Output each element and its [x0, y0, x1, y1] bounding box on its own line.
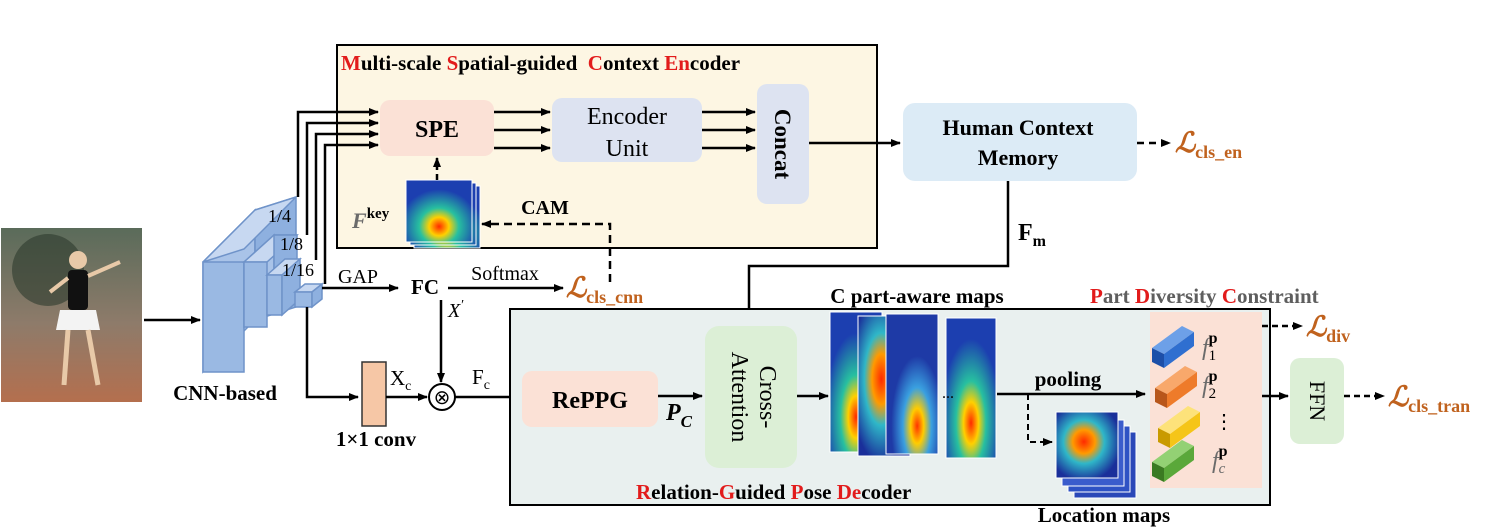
loss-div: ℒdiv [1306, 312, 1350, 346]
gap-label: GAP [338, 266, 378, 288]
loss-cls-cnn: ℒcls_cnn [566, 273, 643, 307]
vdots: ⋮ [1214, 411, 1234, 433]
encoder-unit-block [552, 98, 702, 162]
cross-attention-line2: Attention [726, 352, 752, 443]
part-cube-green [1152, 440, 1194, 482]
concat-label: Concat [770, 109, 795, 180]
diversity-title-part-2: D [1135, 284, 1150, 308]
otimes-symbol: ⊗ [434, 387, 451, 409]
part-cube-blue [1152, 326, 1194, 368]
memory-block [903, 103, 1137, 181]
spe-block [380, 100, 494, 156]
scale-1-4: 1/4 [268, 206, 291, 226]
input-person-image [1, 228, 142, 402]
parts-title: C part-aware maps [830, 284, 1003, 308]
fm-label: Fm [1018, 220, 1047, 250]
f1-label: fp 1 [1202, 330, 1218, 364]
encoder-unit-line1: Encoder [587, 104, 667, 130]
fc-part-label: fp c [1212, 443, 1228, 477]
decoder-title-part-6: De [837, 480, 862, 504]
decoder-title-part-0: R [636, 480, 652, 504]
f2-label: fp 2 [1202, 368, 1218, 402]
fkey-label: Fkey [351, 206, 390, 233]
conv-block [361, 361, 387, 427]
cross-attention-line1: Cross- [754, 366, 780, 429]
diversity-title-part-0: P [1090, 284, 1103, 308]
encoder-title-part-7: coder [690, 51, 740, 75]
decoder-title-part-7: coder [861, 480, 911, 504]
encoder-title-part-5: ontext [603, 51, 664, 75]
diversity-title-part-1: art [1103, 284, 1135, 308]
part-cube-orange [1155, 366, 1197, 408]
memory-line1: Human Context [943, 115, 1095, 140]
pc-label: PC [665, 400, 693, 431]
location-maps-stack [1055, 411, 1137, 499]
scale-1-16: 1/16 [282, 260, 314, 280]
softmax-label: Softmax [471, 263, 539, 285]
encoder-title-part-4: C [588, 51, 603, 75]
encoder-title-part-2: S [447, 51, 459, 75]
encoder-title-part-1: ulti-scale [361, 51, 447, 75]
cross-attention-block [705, 326, 797, 468]
part-aware-maps [829, 311, 997, 459]
diversity-title-part-3: iversity [1150, 284, 1222, 308]
decoder-title-part-1: elation- [651, 480, 719, 504]
loss-cls-en: ℒcls_en [1175, 128, 1242, 162]
memory-line2: Memory [978, 145, 1059, 170]
decoder-title-part-4: P [791, 480, 804, 504]
scale-1-8: 1/8 [280, 234, 303, 254]
conv-label: 1×1 conv [336, 427, 417, 451]
encoder-title-part-3: patial-guided [458, 51, 588, 75]
cam-label: CAM [521, 197, 569, 219]
part-cube-yellow [1158, 406, 1200, 448]
diversity-title: Part Diversity Constraint [1090, 284, 1319, 308]
decoder-title: Relation-Guided Pose Decoder [636, 480, 911, 504]
reppg-label: RePPG [552, 388, 628, 414]
fkey-heatmap-stack [405, 179, 481, 249]
maps-ellipsis: ... [942, 385, 954, 402]
pooling-label: pooling [1035, 367, 1102, 391]
fc-label: FC [411, 275, 439, 299]
fc-feature-label: Fc [472, 365, 490, 393]
cnn-backbone [202, 195, 325, 374]
reppg-block [522, 371, 658, 427]
decoder-title-part-5: ose [803, 480, 836, 504]
location-maps-label: Location maps [1038, 503, 1170, 527]
diversity-title-part-5: onstraint [1237, 284, 1319, 308]
loss-cls-tran: ℒcls_tran [1388, 382, 1470, 416]
encoder-unit-line2: Unit [606, 136, 649, 162]
encoder-title-part-6: En [664, 51, 690, 75]
encoder-title-part-0: M [341, 51, 361, 75]
concat-block [757, 84, 809, 204]
spe-label: SPE [415, 117, 459, 143]
ffn-block [1290, 358, 1344, 444]
ffn-label: FFN [1305, 381, 1330, 421]
diversity-title-part-4: C [1222, 284, 1237, 308]
encoder-title: Multi-scale Spatial-guided Context Encod… [341, 51, 740, 75]
x-prime-label: X′ [447, 298, 464, 322]
decoder-title-part-3: uided [735, 480, 790, 504]
decoder-title-part-2: G [719, 480, 735, 504]
xc-label: Xc [390, 366, 411, 394]
cnn-based-label: CNN-based [173, 381, 277, 405]
